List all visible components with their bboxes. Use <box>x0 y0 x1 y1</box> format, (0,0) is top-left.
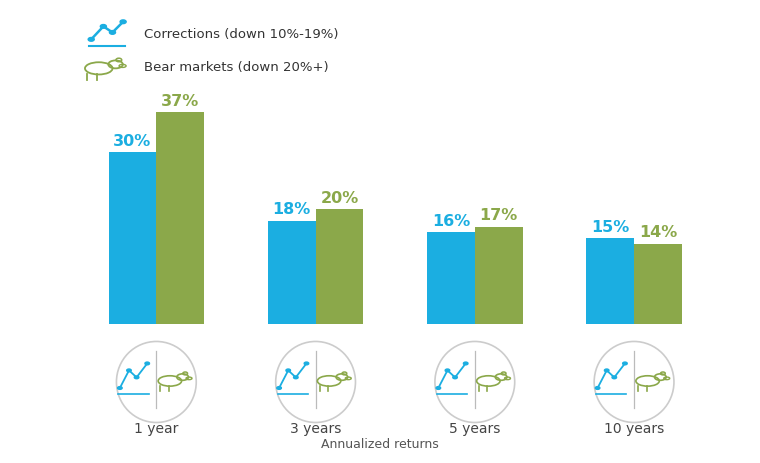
Text: 14%: 14% <box>639 225 677 240</box>
Bar <box>475 227 523 324</box>
Text: 16%: 16% <box>432 214 470 229</box>
Text: 30%: 30% <box>113 134 151 149</box>
Bar <box>315 209 363 324</box>
Bar <box>157 112 204 324</box>
Bar <box>268 221 315 324</box>
Bar <box>427 232 475 324</box>
Text: 5 years: 5 years <box>449 422 501 436</box>
Text: Bear markets (down 20%+): Bear markets (down 20%+) <box>144 61 329 74</box>
Bar <box>634 244 682 324</box>
Text: Corrections (down 10%-19%): Corrections (down 10%-19%) <box>144 28 339 41</box>
Text: Annualized returns: Annualized returns <box>321 438 439 451</box>
Text: 10 years: 10 years <box>604 422 664 436</box>
Text: 20%: 20% <box>321 191 359 206</box>
Text: 1 year: 1 year <box>135 422 179 436</box>
Bar <box>586 238 634 324</box>
Text: 17%: 17% <box>480 208 518 223</box>
Text: 15%: 15% <box>591 219 629 235</box>
Text: 3 years: 3 years <box>290 422 341 436</box>
Text: 37%: 37% <box>161 94 199 108</box>
Bar <box>109 152 157 324</box>
Text: 18%: 18% <box>273 202 311 218</box>
